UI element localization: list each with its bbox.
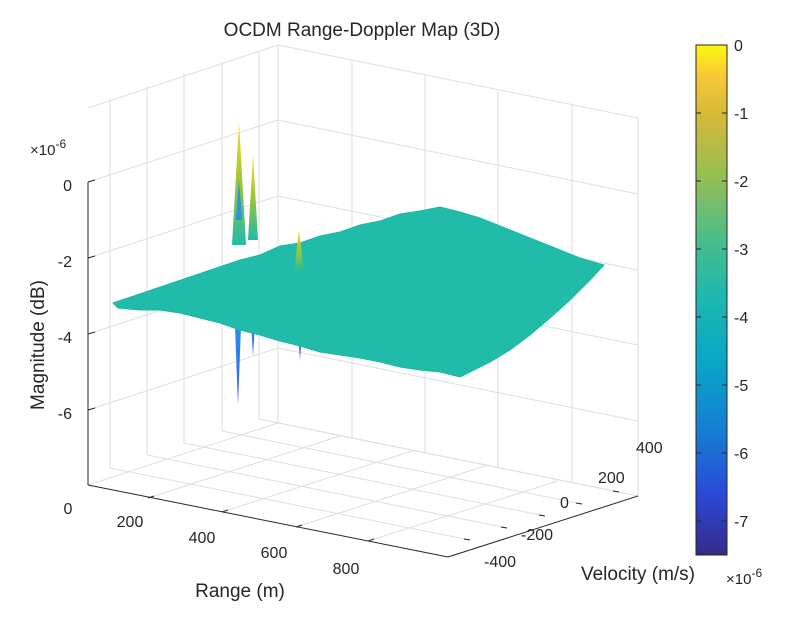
y-tick-labels: -400 -200 0 200 400 (484, 440, 663, 571)
grid-line (109, 467, 471, 541)
x-tick-mark (221, 509, 229, 513)
grid-line (183, 442, 546, 517)
surface-plane (112, 206, 605, 378)
colorbar-ticks: 0 -1 -2 -3 -4 -5 -6 -7 (696, 38, 748, 531)
y-tick-mark (463, 538, 471, 541)
z-tick-label: 0 (63, 178, 72, 195)
x-tick-label: 600 (261, 545, 288, 562)
x-tick-label: 800 (333, 561, 360, 578)
surface-spike-detail (236, 180, 242, 220)
z-tick-mark (87, 255, 96, 259)
grid-line (87, 195, 279, 259)
surface-spike-up (294, 230, 304, 272)
colorbar-tick-label: -1 (734, 106, 748, 123)
y-tick-label: -400 (484, 554, 516, 571)
grid-line (277, 119, 639, 195)
z-tick-label: -6 (58, 406, 72, 423)
y-tick-label: 400 (636, 440, 663, 457)
x-axis-line (87, 484, 449, 558)
z-tick-mark (87, 407, 96, 411)
axis-ticks (87, 179, 620, 542)
surface-plot (112, 122, 605, 405)
colorbar-exponent: ×10-6 (726, 566, 762, 588)
grid-line (221, 430, 583, 505)
y-tick-label: 200 (598, 470, 625, 487)
x-tick-mark (295, 524, 303, 528)
y-axis-line (447, 495, 639, 558)
colorbar-tick-label: -4 (734, 310, 748, 327)
grid-line (146, 454, 508, 529)
y-tick-label: 0 (560, 495, 569, 512)
y-tick-mark (612, 490, 620, 493)
z-axis-label: Magnitude (dB) (28, 280, 49, 410)
z-tick-label: -4 (58, 330, 72, 347)
y-tick-label: -200 (521, 527, 553, 544)
colorbar-tick-label: -6 (734, 446, 748, 463)
y-axis-label: Velocity (m/s) (581, 564, 695, 585)
x-tick-mark (147, 495, 155, 499)
colorbar-tick-label: -2 (734, 174, 748, 191)
grid-line (87, 44, 279, 109)
x-tick-labels: 200 400 600 800 (117, 514, 360, 578)
grid-line (221, 450, 413, 513)
grid-line (87, 119, 279, 183)
z-tick-label: -2 (58, 254, 72, 271)
surface-spike-up (248, 155, 258, 240)
grid-line (277, 44, 639, 119)
colorbar-tick-label: -5 (734, 378, 748, 395)
x-min-label: 0 (64, 501, 73, 518)
grid-line (277, 347, 639, 422)
x-tick-mark (367, 538, 375, 542)
x-axis-label: Range (m) (195, 581, 285, 602)
y-tick-mark (575, 502, 583, 505)
y-tick-mark (538, 514, 546, 517)
colorbar: 0 -1 -2 -3 -4 -5 -6 -7 ×10-6 (695, 38, 762, 588)
colorbar-gradient (695, 44, 728, 556)
grid-line (87, 347, 279, 411)
colorbar-tick-label: -7 (734, 514, 748, 531)
z-tick-labels: 0 -2 -4 -6 (58, 178, 72, 423)
z-tick-mark (87, 331, 96, 335)
grid-line (295, 465, 486, 528)
grid-line (147, 435, 341, 499)
x-tick-label: 400 (189, 530, 216, 547)
z-exponent: ×10-6 (30, 137, 66, 159)
grid-line (258, 418, 620, 493)
chart-title: OCDM Range-Doppler Map (3D) (224, 20, 501, 41)
back-wall-grid (87, 44, 639, 542)
colorbar-tick-label: 0 (734, 38, 743, 55)
colorbar-tick-label: -3 (734, 242, 748, 259)
z-tick-mark (87, 179, 96, 183)
grid-line (367, 480, 559, 542)
y-tick-mark (500, 526, 508, 529)
x-tick-label: 200 (117, 514, 144, 531)
grid-line (87, 422, 279, 486)
